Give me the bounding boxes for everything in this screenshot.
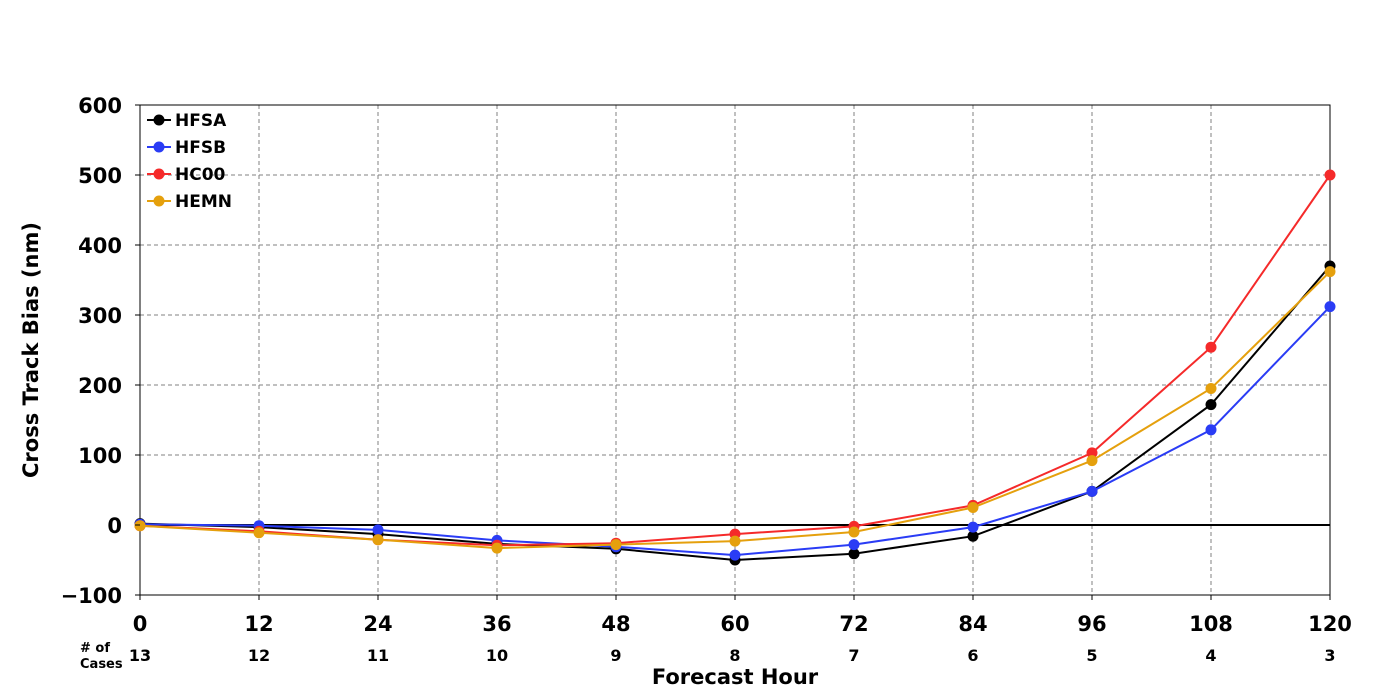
x-tick-label: 12 bbox=[244, 612, 273, 636]
y-tick-label: 600 bbox=[78, 94, 122, 118]
data-point bbox=[848, 539, 860, 551]
data-point bbox=[1324, 266, 1336, 278]
y-tick-label: 500 bbox=[78, 164, 122, 188]
legend-label: HC00 bbox=[175, 165, 226, 185]
data-point bbox=[967, 521, 979, 533]
data-point bbox=[967, 530, 979, 542]
x-tick-label: 120 bbox=[1308, 612, 1352, 636]
data-point bbox=[253, 527, 265, 539]
legend-swatch-marker bbox=[153, 168, 165, 180]
legend-swatch-marker bbox=[153, 114, 165, 126]
x-tick-label: 84 bbox=[958, 612, 987, 636]
data-point bbox=[1205, 424, 1217, 436]
case-count: 5 bbox=[1086, 646, 1097, 665]
data-point bbox=[372, 524, 384, 536]
x-axis-title: Forecast Hour bbox=[652, 665, 819, 689]
data-point bbox=[729, 549, 741, 561]
data-point bbox=[1086, 455, 1098, 467]
y-tick-label: 100 bbox=[78, 444, 122, 468]
x-tick-label: 0 bbox=[133, 612, 148, 636]
legend-label: HFSA bbox=[175, 111, 227, 131]
data-point bbox=[134, 520, 146, 532]
y-tick-label: 0 bbox=[107, 514, 122, 538]
cases-label-line2: Cases bbox=[80, 657, 123, 672]
data-point bbox=[372, 534, 384, 546]
x-tick-label: 108 bbox=[1189, 612, 1233, 636]
y-tick-label: 300 bbox=[78, 304, 122, 328]
x-tick-label: 60 bbox=[720, 612, 749, 636]
y-tick-label: 400 bbox=[78, 234, 122, 258]
legend-item-hc00: HC00 bbox=[147, 165, 226, 185]
cases-label-line1: # of bbox=[80, 641, 110, 656]
data-point bbox=[491, 542, 503, 554]
cases-row: # of Cases 13 12 11 10 9 8 7 6 5 4 3 bbox=[80, 641, 1336, 672]
x-tick-label: 24 bbox=[363, 612, 392, 636]
case-count: 12 bbox=[248, 646, 270, 665]
series-layer bbox=[134, 169, 1336, 566]
data-point bbox=[1086, 447, 1098, 459]
x-tick-label: 72 bbox=[839, 612, 868, 636]
x-tick-label: 48 bbox=[601, 612, 630, 636]
data-point bbox=[1205, 341, 1217, 353]
data-point bbox=[1205, 383, 1217, 394]
case-count: 11 bbox=[367, 646, 389, 665]
case-count: 3 bbox=[1324, 646, 1335, 665]
legend-item-hemn: HEMN bbox=[147, 192, 232, 212]
grid-lines bbox=[140, 105, 1330, 595]
legend-label: HFSB bbox=[175, 138, 226, 158]
data-point bbox=[1086, 485, 1098, 497]
legend-swatch-marker bbox=[153, 195, 165, 207]
case-count: 4 bbox=[1205, 646, 1216, 665]
legend-swatch-marker bbox=[153, 141, 165, 153]
legend-item-hfsb: HFSB bbox=[147, 138, 226, 158]
x-tick-label: 96 bbox=[1077, 612, 1106, 636]
case-count: 6 bbox=[967, 646, 978, 665]
y-tick-label: 200 bbox=[78, 374, 122, 398]
data-point bbox=[1205, 399, 1217, 411]
case-count: 8 bbox=[729, 646, 740, 665]
data-point bbox=[1324, 169, 1336, 181]
legend-label: HEMN bbox=[175, 192, 232, 212]
case-count: 10 bbox=[486, 646, 508, 665]
data-point bbox=[1324, 301, 1336, 313]
x-tick-label: 36 bbox=[482, 612, 511, 636]
y-tick-label: −100 bbox=[61, 584, 122, 608]
series-hemn bbox=[134, 266, 1336, 554]
data-point bbox=[967, 502, 979, 513]
case-count: 13 bbox=[129, 646, 151, 665]
legend-item-hfsa: HFSA bbox=[147, 111, 227, 131]
case-count: 7 bbox=[848, 646, 859, 665]
data-point bbox=[729, 535, 741, 547]
tick-labels: −100 0 100 200 300 400 500 600 0 12 24 36 48 60 72 84 96… bbox=[61, 94, 1352, 636]
legend: HFSA HFSB HC00 HEMN bbox=[147, 111, 232, 212]
y-axis-title: Cross Track Bias (nm) bbox=[19, 222, 43, 478]
case-count: 9 bbox=[610, 646, 621, 665]
data-point bbox=[848, 526, 860, 538]
data-point bbox=[848, 548, 860, 560]
data-point bbox=[610, 539, 622, 551]
